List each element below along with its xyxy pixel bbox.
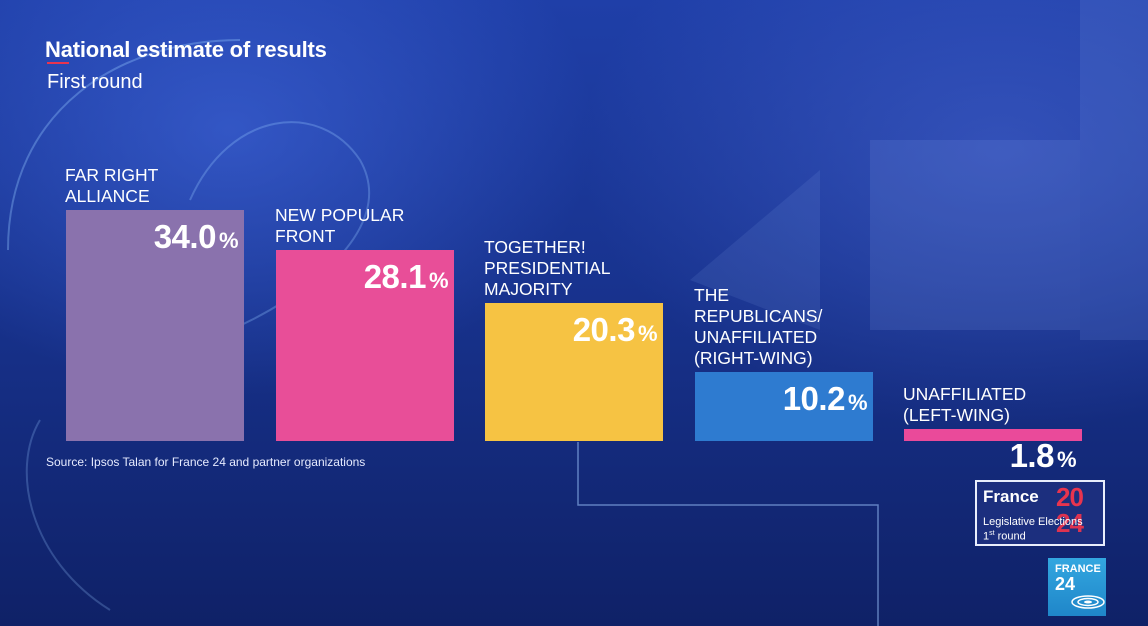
category-label-line: THE xyxy=(694,285,729,305)
value-label-3: 20.3% xyxy=(485,311,658,349)
bar-3 xyxy=(485,303,663,441)
value-label-5: 1.8% xyxy=(904,437,1077,475)
bar-4 xyxy=(695,372,873,441)
election-badge-line2: 1st round xyxy=(983,530,1026,543)
bar-2 xyxy=(276,250,454,441)
category-label-line: UNAFFILIATED xyxy=(694,327,818,347)
logo-text-bottom: 24 xyxy=(1055,574,1076,594)
value-number: 1.8 xyxy=(1009,437,1055,474)
category-label-line: NEW POPULAR xyxy=(275,205,405,225)
value-unit: % xyxy=(218,228,239,253)
value-unit: % xyxy=(637,321,658,346)
value-label-4: 10.2% xyxy=(695,380,868,418)
category-label-4: THE REPUBLICANS/UNAFFILIATED (RIGHT-WING) xyxy=(694,285,884,369)
value-number: 20.3 xyxy=(572,311,636,348)
category-label-line: (RIGHT-WING) xyxy=(694,348,813,368)
value-label-1: 34.0% xyxy=(66,218,239,256)
value-number: 34.0 xyxy=(153,218,217,255)
value-unit: % xyxy=(428,268,449,293)
category-label-2: NEW POPULAR FRONT xyxy=(275,205,465,247)
bar-1 xyxy=(66,210,244,441)
chart-title: National estimate of results xyxy=(45,37,327,62)
election-badge: France 20 24 Legislative Elections 1st r… xyxy=(975,480,1105,546)
category-label-line: REPUBLICANS/ xyxy=(694,306,823,326)
france24-logo: FRANCE 24 xyxy=(1048,558,1106,616)
category-label-line: (LEFT-WING) xyxy=(903,405,1010,425)
logo-text-top: FRANCE xyxy=(1055,563,1101,575)
round-word: round xyxy=(994,530,1026,543)
category-label-line: FAR RIGHT xyxy=(65,165,159,185)
value-unit: % xyxy=(847,390,868,415)
category-label-line: FRONT xyxy=(275,226,336,246)
category-label-line: ALLIANCE xyxy=(65,186,150,206)
category-label-line: PRESIDENTIAL xyxy=(484,258,611,278)
round-number: 1 xyxy=(983,530,990,543)
value-label-2: 28.1% xyxy=(276,258,449,296)
value-number: 28.1 xyxy=(363,258,427,295)
category-label-3: TOGETHER! PRESIDENTIAL MAJORITY xyxy=(484,237,674,300)
category-label-1: FAR RIGHT ALLIANCE xyxy=(65,165,255,207)
category-label-line: TOGETHER! xyxy=(484,237,586,257)
election-badge-year-top: 20 xyxy=(1056,482,1084,512)
chart-subtitle: First round xyxy=(47,71,143,93)
value-unit: % xyxy=(1056,447,1077,472)
title-accent-line xyxy=(47,62,69,64)
logo-waves-icon xyxy=(1071,595,1105,609)
round-suffix: st xyxy=(989,530,995,537)
bar-5 xyxy=(904,429,1082,441)
value-number: 10.2 xyxy=(782,380,846,417)
category-label-line: MAJORITY xyxy=(484,279,573,299)
election-badge-year-bottom: 24 xyxy=(1056,508,1084,538)
category-label-5: UNAFFILIATED (LEFT-WING) xyxy=(903,384,1093,426)
election-badge-line1: Legislative Elections xyxy=(983,516,1083,528)
category-label-line: UNAFFILIATED xyxy=(903,384,1027,404)
election-badge-brand: France xyxy=(983,487,1039,506)
source-note: Source: Ipsos Talan for France 24 and pa… xyxy=(46,455,366,469)
